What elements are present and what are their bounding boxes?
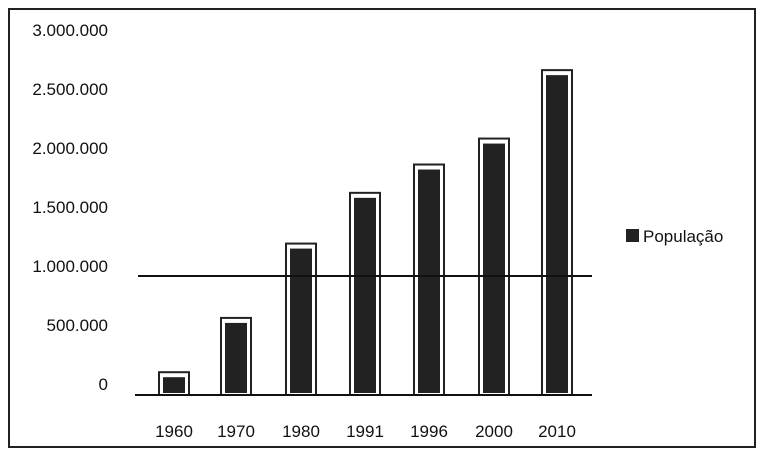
y-tick-label: 3.000.000 (32, 21, 108, 40)
chart-frame (8, 8, 756, 448)
y-axis-ticks: 3.000.000 2.500.000 2.000.000 1.500.000 1.00… (32, 21, 108, 394)
bar-2010 (546, 75, 568, 394)
x-axis-ticks: 1960 1970 1980 1991 1996 2000 2010 (155, 422, 576, 441)
x-tick-label-2010: 2010 (538, 422, 576, 441)
x-tick-label-1970: 1970 (217, 422, 255, 441)
x-tick-label-2000: 2000 (475, 422, 513, 441)
bars (158, 69, 573, 397)
bar-1996 (418, 169, 440, 393)
y-tick-label: 2.000.000 (32, 139, 108, 158)
legend-swatch-populacao (626, 229, 639, 242)
bar-2000 (483, 143, 505, 393)
bar-1970 (225, 322, 247, 393)
y-tick-label: 1.000.000 (32, 257, 108, 276)
legend-label-populacao: População (643, 227, 723, 246)
y-tick-label: 0 (99, 375, 108, 394)
y-tick-label: 1.500.000 (32, 198, 108, 217)
x-tick-label-1991: 1991 (346, 422, 384, 441)
x-tick-label-1960: 1960 (155, 422, 193, 441)
bar-1960 (163, 377, 185, 393)
bar-1991 (354, 197, 376, 393)
y-tick-label: 2.500.000 (32, 80, 108, 99)
y-tick-label: 500.000 (47, 316, 108, 335)
legend: População (626, 227, 723, 246)
x-tick-label-1996: 1996 (410, 422, 448, 441)
bar-1980 (290, 248, 312, 393)
x-tick-label-1980: 1980 (282, 422, 320, 441)
